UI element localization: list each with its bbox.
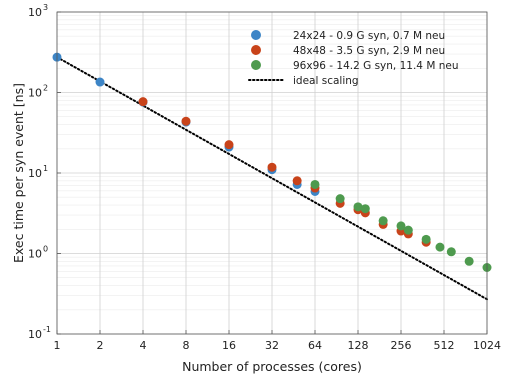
y-tick-exponent: 3 — [43, 3, 48, 12]
point-series-3 — [464, 256, 474, 266]
x-axis-ticks: 1 2 4 8 16 32 64 128 256 512 1024 — [54, 330, 501, 352]
y-tick-exponent: 0 — [43, 245, 48, 254]
legend-label: 48x48 - 3.5 G syn, 2.9 M neu — [293, 45, 445, 57]
y-tick-label: 10 — [28, 328, 42, 341]
x-tick-label: 1 — [54, 339, 61, 352]
point-series-2 — [267, 162, 277, 172]
y-tick-label: 10 — [28, 6, 42, 19]
x-tick-label: 4 — [140, 339, 147, 352]
x-tick-label: 2 — [97, 339, 104, 352]
x-tick-label: 32 — [265, 339, 279, 352]
point-series-3 — [446, 247, 456, 257]
x-tick-label: 16 — [222, 339, 236, 352]
y-tick-label: 10 — [28, 167, 42, 180]
point-series-3 — [378, 216, 388, 226]
point-series-3 — [353, 202, 363, 212]
point-series-3 — [403, 225, 413, 235]
x-tick-label: 128 — [348, 339, 369, 352]
point-series-1 — [95, 77, 105, 87]
point-series-2 — [138, 97, 148, 107]
point-series-3 — [396, 221, 406, 231]
legend-marker-icon — [251, 30, 261, 40]
y-tick-exponent: -1 — [43, 325, 51, 334]
x-tick-label: 1024 — [473, 339, 501, 352]
y-tick-label: 10 — [28, 248, 42, 261]
point-series-2 — [292, 176, 302, 186]
y-axis-label: Exec time per syn event [ns] — [11, 83, 26, 263]
y-tick-label: 10 — [28, 87, 42, 100]
legend-label: ideal scaling — [293, 75, 359, 87]
ideal-scaling-line — [56, 56, 488, 301]
y-tick-exponent: 2 — [43, 84, 48, 93]
legend: 24x24 - 0.9 G syn, 0.7 M neu 48x48 - 3.5 … — [248, 30, 459, 87]
point-series-3 — [310, 179, 320, 189]
legend-label: 24x24 - 0.9 G syn, 0.7 M neu — [293, 30, 445, 42]
x-tick-label: 256 — [391, 339, 412, 352]
x-axis-label: Number of processes (cores) — [182, 359, 362, 374]
x-tick-label: 8 — [183, 339, 190, 352]
point-series-2 — [224, 140, 234, 150]
grid — [56, 11, 488, 335]
point-series-3 — [421, 234, 431, 244]
x-tick-label: 512 — [434, 339, 455, 352]
point-series-3 — [360, 204, 370, 214]
legend-marker-icon — [251, 45, 261, 55]
legend-marker-icon — [251, 60, 261, 70]
x-tick-label: 64 — [308, 339, 322, 352]
y-tick-exponent: 1 — [43, 164, 48, 173]
point-series-3 — [435, 242, 445, 252]
point-series-2 — [181, 116, 191, 126]
point-series-3 — [335, 194, 345, 204]
legend-label: 96x96 - 14.2 G syn, 11.4 M neu — [293, 60, 459, 72]
data-points — [52, 52, 492, 273]
